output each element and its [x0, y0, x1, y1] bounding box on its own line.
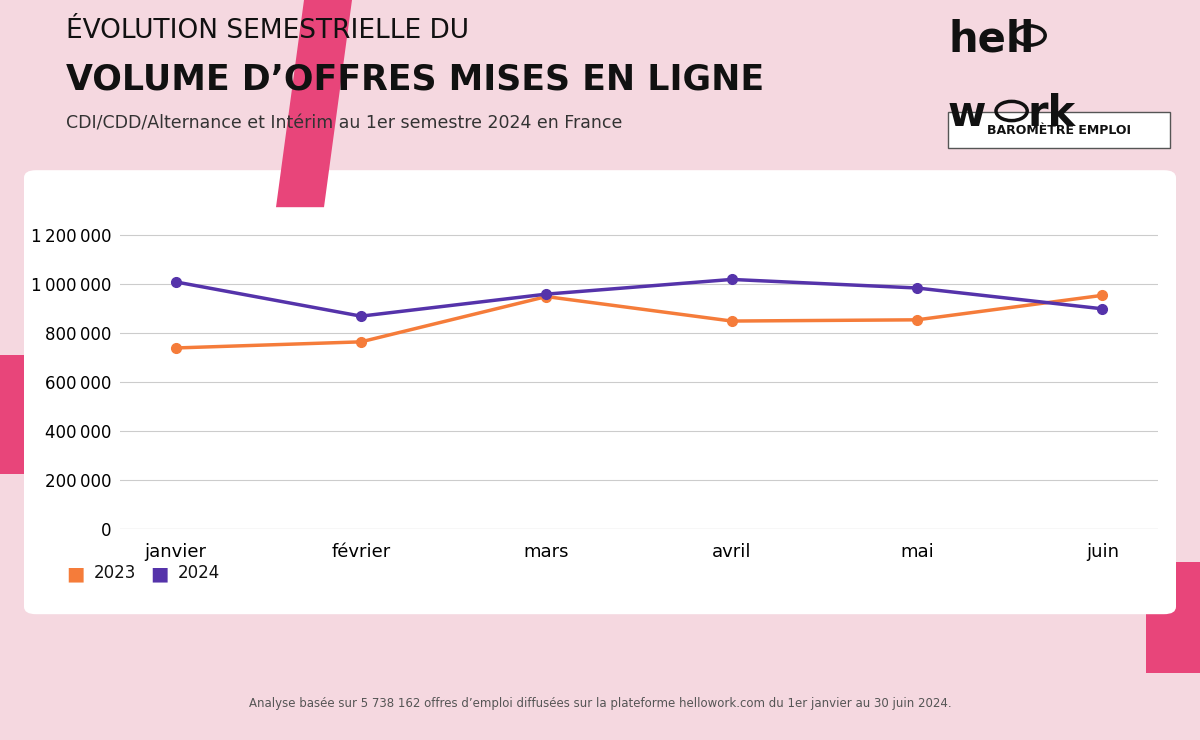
Text: ■: ■ — [150, 564, 168, 583]
Text: CDI/CDD/Alternance et Intérim au 1er semestre 2024 en France: CDI/CDD/Alternance et Intérim au 1er sem… — [66, 115, 623, 132]
Text: Analyse basée sur 5 738 162 offres d’emploi diffusées sur la plateforme hellowor: Analyse basée sur 5 738 162 offres d’emp… — [248, 697, 952, 710]
Text: hell: hell — [948, 18, 1034, 61]
Text: w: w — [948, 92, 986, 135]
Text: ■: ■ — [66, 564, 84, 583]
Text: BAROMÈTRE EMPLOI: BAROMÈTRE EMPLOI — [986, 124, 1132, 137]
Text: rk: rk — [1027, 92, 1075, 135]
Text: VOLUME D’OFFRES MISES EN LIGNE: VOLUME D’OFFRES MISES EN LIGNE — [66, 63, 764, 97]
Text: 2023: 2023 — [94, 565, 136, 582]
Text: 2024: 2024 — [178, 565, 220, 582]
Text: ÉVOLUTION SEMESTRIELLE DU: ÉVOLUTION SEMESTRIELLE DU — [66, 18, 469, 44]
